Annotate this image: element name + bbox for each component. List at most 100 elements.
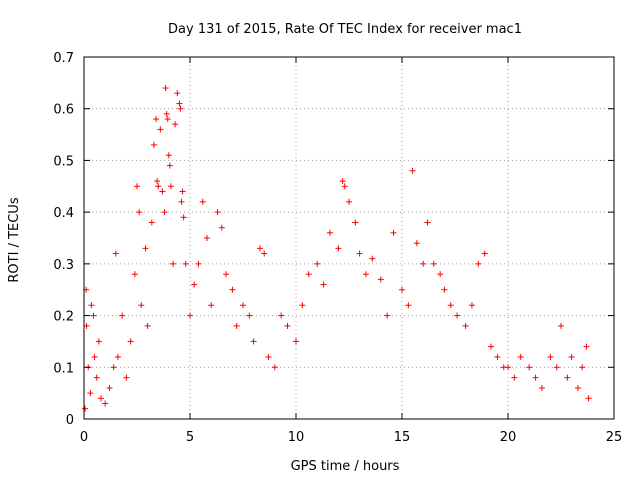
data-point xyxy=(154,178,161,185)
x-tick-label: 5 xyxy=(186,430,194,445)
data-point xyxy=(91,353,98,360)
data-point xyxy=(177,105,184,112)
data-point xyxy=(341,183,348,190)
x-tick-label: 20 xyxy=(500,430,517,445)
data-point xyxy=(553,364,560,371)
x-axis-label: GPS time / hours xyxy=(291,459,400,474)
data-point xyxy=(123,374,130,381)
data-point xyxy=(278,312,285,319)
data-point xyxy=(106,384,113,391)
data-point xyxy=(441,286,448,293)
data-point xyxy=(131,271,138,278)
data-point xyxy=(195,260,202,267)
y-axis-label: ROTI / TECUs xyxy=(7,197,22,282)
data-point xyxy=(424,219,431,226)
data-point xyxy=(326,229,333,236)
data-point xyxy=(119,312,126,319)
data-point xyxy=(166,162,173,169)
data-point xyxy=(369,255,376,262)
data-point xyxy=(82,405,89,412)
data-point xyxy=(97,395,104,402)
data-point xyxy=(176,100,183,107)
y-tick-label: 0.7 xyxy=(53,51,74,66)
grid-layer xyxy=(84,57,614,419)
data-point xyxy=(153,116,160,123)
data-point xyxy=(409,167,416,174)
data-point xyxy=(167,183,174,190)
data-point xyxy=(583,343,590,350)
data-point xyxy=(356,250,363,257)
data-point xyxy=(271,364,278,371)
data-point xyxy=(532,374,539,381)
data-point xyxy=(162,85,169,92)
data-point xyxy=(488,343,495,350)
x-tick-label: 10 xyxy=(288,430,305,445)
data-point xyxy=(384,312,391,319)
data-point xyxy=(138,302,145,309)
data-point xyxy=(136,209,143,216)
data-point xyxy=(558,322,564,329)
data-point xyxy=(203,235,210,241)
data-point xyxy=(538,384,545,391)
data-point xyxy=(182,260,189,267)
data-point xyxy=(377,276,384,283)
data-point xyxy=(564,374,571,381)
data-point xyxy=(233,322,240,329)
data-point xyxy=(405,302,412,309)
data-point xyxy=(199,198,206,205)
data-point xyxy=(223,271,230,278)
data-point xyxy=(148,219,155,226)
y-tick-label: 0 xyxy=(66,413,74,428)
data-point xyxy=(430,260,437,267)
data-point xyxy=(164,116,171,123)
y-tick-label: 0.5 xyxy=(53,154,74,169)
data-point xyxy=(511,374,518,381)
data-point xyxy=(585,395,592,402)
data-point xyxy=(284,322,291,329)
data-point xyxy=(180,214,187,221)
data-point xyxy=(390,229,397,236)
data-point xyxy=(112,250,119,257)
data-point xyxy=(102,400,109,407)
data-point xyxy=(88,302,95,309)
data-point xyxy=(142,245,149,252)
data-point xyxy=(517,353,524,360)
data-point xyxy=(568,353,575,360)
data-point xyxy=(475,260,482,267)
data-point xyxy=(256,245,263,252)
data-point xyxy=(161,209,168,216)
data-point xyxy=(250,338,257,345)
y-tick-label: 0.2 xyxy=(53,310,74,325)
data-point xyxy=(155,183,162,190)
data-point xyxy=(150,141,157,148)
data-point xyxy=(95,338,102,345)
data-point xyxy=(320,281,327,288)
data-point xyxy=(413,240,420,247)
data-point xyxy=(93,374,100,381)
data-point xyxy=(261,250,268,257)
data-point xyxy=(178,198,185,205)
y-tick-label: 0.1 xyxy=(53,361,74,376)
data-point xyxy=(335,245,342,252)
data-point xyxy=(468,302,475,309)
data-point xyxy=(87,390,94,397)
data-point xyxy=(246,312,253,319)
data-point xyxy=(314,260,321,267)
x-tick-label: 15 xyxy=(394,430,411,445)
data-point xyxy=(305,271,312,278)
data-point xyxy=(505,364,511,371)
y-tick-label: 0.3 xyxy=(53,258,74,273)
data-point xyxy=(110,364,117,371)
data-point xyxy=(229,286,236,293)
data-point xyxy=(214,209,221,216)
data-point xyxy=(165,152,172,159)
data-point xyxy=(265,353,272,360)
data-point xyxy=(159,188,166,195)
data-point xyxy=(481,250,488,257)
data-point xyxy=(191,281,198,288)
data-point xyxy=(179,188,186,195)
data-point xyxy=(346,198,352,205)
data-point xyxy=(127,338,134,345)
data-point xyxy=(399,286,405,293)
